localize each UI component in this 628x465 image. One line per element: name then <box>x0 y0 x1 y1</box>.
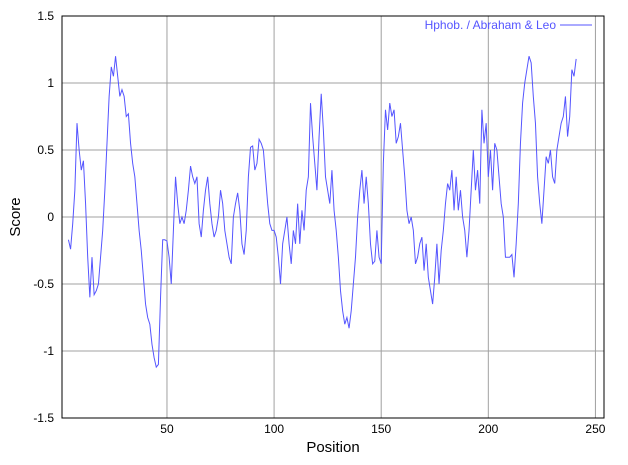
y-tick-label: 0 <box>47 210 54 224</box>
axis-ticks: -1.5 -1 -0.5 0 0.5 1 1.5 50 100 150 200 250 <box>33 9 605 436</box>
y-tick-label: -1 <box>43 344 54 358</box>
series-line <box>67 56 577 369</box>
y-tick-label: -1.5 <box>33 411 54 425</box>
x-tick-label: 100 <box>264 422 284 436</box>
legend-series-name: Hphob. / Abraham & Leo <box>425 18 557 32</box>
plot-frame <box>61 15 605 419</box>
x-tick-label: 200 <box>478 422 498 436</box>
y-tick-label: -0.5 <box>33 277 54 291</box>
x-axis-label: Position <box>306 439 359 456</box>
x-tick-label: 50 <box>160 422 174 436</box>
y-tick-label: 1.5 <box>37 9 54 23</box>
x-tick-label: 150 <box>371 422 391 436</box>
y-tick-label: 0.5 <box>37 143 54 157</box>
y-tick-label: 1 <box>47 76 54 90</box>
x-tick-label: 250 <box>585 422 605 436</box>
grid <box>62 15 604 419</box>
y-axis-label: Score <box>7 197 24 236</box>
